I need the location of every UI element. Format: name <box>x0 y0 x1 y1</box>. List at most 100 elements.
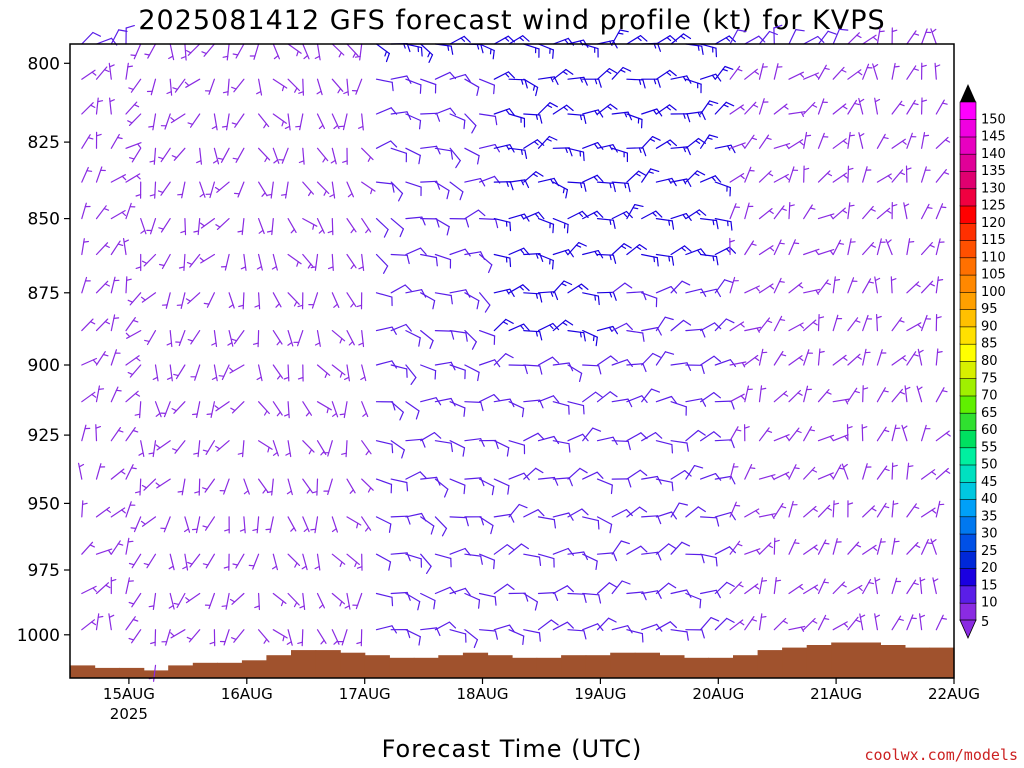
wind-barb <box>316 218 325 234</box>
barb-flag-half <box>749 467 756 469</box>
wind-barb <box>390 284 412 294</box>
wind-barb <box>172 440 186 454</box>
barb-flag-full <box>535 467 544 474</box>
wind-barb <box>641 432 663 442</box>
barb-flag-half <box>117 243 124 246</box>
wind-barb <box>523 592 539 611</box>
barb-shaft <box>906 614 914 631</box>
barb-shaft <box>479 516 494 527</box>
wind-barb <box>231 330 245 345</box>
wind-barb <box>390 364 408 378</box>
barb-shaft <box>420 43 434 56</box>
barb-flag-half <box>856 34 862 39</box>
barb-flag-full <box>509 288 515 297</box>
barb-shaft <box>213 113 218 131</box>
barb-flag-half <box>723 104 729 108</box>
barb-flag-half <box>520 179 525 186</box>
barb-flag-half <box>891 204 898 207</box>
barb-shaft <box>316 364 331 376</box>
barb-flag-full <box>737 29 747 33</box>
wind-barb <box>523 43 540 58</box>
barb-flag-full <box>596 210 604 218</box>
barb-flag-full <box>410 376 417 385</box>
barb-shaft <box>449 364 466 371</box>
barb-shaft <box>744 508 760 518</box>
barb-shaft <box>95 351 106 366</box>
barb-shaft <box>567 401 585 407</box>
wind-barb <box>920 314 932 332</box>
barb-shaft <box>935 169 947 183</box>
barb-flag-full <box>539 331 543 341</box>
barb-shaft <box>891 317 903 332</box>
barb-flag-full <box>444 488 449 498</box>
barb-shaft <box>331 113 340 130</box>
wind-barb <box>160 113 171 130</box>
barb-flag-full <box>595 336 598 347</box>
barb-flag-half <box>135 491 141 494</box>
barb-flag-full <box>476 300 480 310</box>
wind-barb <box>464 330 477 350</box>
wind-barb <box>773 390 789 403</box>
barb-shaft <box>434 71 451 80</box>
colorbar-label: 125 <box>981 199 1006 214</box>
barb-shaft <box>876 465 888 480</box>
barb-shaft <box>198 478 201 496</box>
barb-flag-half <box>217 157 224 160</box>
barb-flag-half <box>886 239 892 244</box>
wind-barb <box>125 101 140 115</box>
barb-flag-half <box>695 140 701 144</box>
barb-shaft <box>205 440 215 455</box>
wind-barb <box>358 330 365 348</box>
barb-flag-full <box>686 113 691 123</box>
wind-barb <box>95 385 105 403</box>
barb-flag-half <box>256 376 262 381</box>
barb-flag-half <box>298 160 305 164</box>
barb-flag-half <box>263 638 268 644</box>
ground-segment <box>168 665 194 678</box>
wind-barb <box>876 207 892 220</box>
wind-barb <box>493 108 516 117</box>
wind-barb <box>152 364 159 382</box>
barb-shaft <box>420 145 438 149</box>
wind-barb <box>596 355 618 366</box>
barb-flag-half <box>214 186 221 191</box>
barb-flag-full <box>435 256 438 267</box>
barb-flag-full <box>566 621 574 629</box>
barb-flag-half <box>782 620 788 624</box>
barb-flag-half <box>185 597 190 602</box>
wind-barb <box>699 175 722 183</box>
wind-barb <box>344 592 351 610</box>
wind-barb <box>464 592 481 609</box>
barb-shaft <box>817 249 835 256</box>
barb-shaft <box>233 629 245 643</box>
wind-barb <box>803 131 812 149</box>
wind-barb <box>803 505 818 518</box>
x-tick-label: 18AUG <box>457 685 509 703</box>
ground-segment <box>561 655 587 678</box>
barb-flag-full <box>627 182 631 193</box>
wind-barb <box>254 592 260 611</box>
barb-flag-half <box>722 68 728 72</box>
barb-shaft <box>125 577 130 595</box>
barb-flag-half <box>116 136 123 140</box>
barb-shaft <box>916 385 923 403</box>
wind-barb <box>862 348 871 366</box>
x-axis-label: Forecast Time (UTC) <box>382 735 643 763</box>
wind-barb <box>331 401 339 418</box>
wind-barb <box>217 147 230 163</box>
barb-flag-half <box>649 138 656 142</box>
barb-shaft <box>287 78 300 92</box>
barb-flag-full <box>522 284 530 292</box>
barb-shaft <box>758 170 772 183</box>
wind-barb <box>655 511 678 520</box>
wind-barb <box>508 35 530 45</box>
barb-flag-half <box>323 190 327 196</box>
barb-flag-full <box>651 136 661 141</box>
barb-flag-full <box>450 442 453 453</box>
barb-flag-half <box>535 114 539 120</box>
colorbar-swatch <box>959 308 977 328</box>
barb-flag-full <box>583 332 586 342</box>
barb-shaft <box>327 440 333 457</box>
barb-flag-half <box>229 598 236 603</box>
barb-flag-full <box>656 257 659 267</box>
